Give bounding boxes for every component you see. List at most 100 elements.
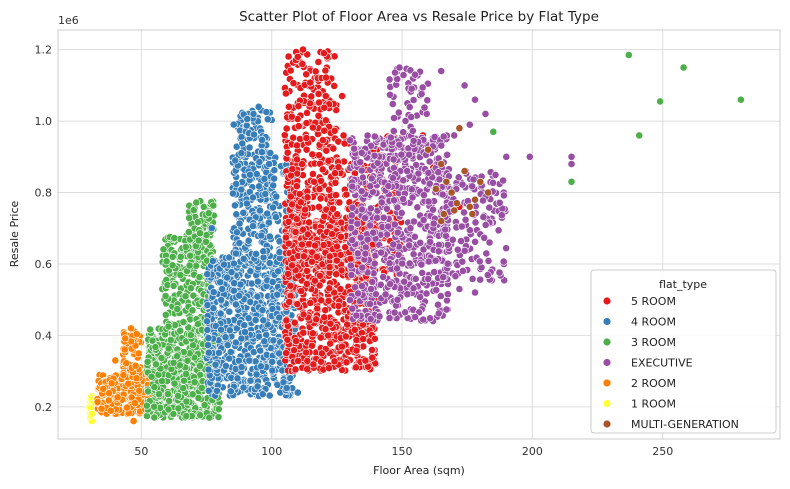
data-point: [258, 135, 266, 144]
data-point: [299, 310, 308, 319]
data-point: [502, 244, 510, 253]
data-point: [348, 236, 357, 244]
data-point: [394, 250, 403, 259]
data-point: [246, 170, 254, 179]
data-point: [269, 336, 278, 345]
data-point: [319, 49, 328, 58]
data-point: [245, 143, 254, 152]
data-point: [209, 201, 218, 210]
data-point: [342, 190, 351, 199]
data-point: [395, 63, 404, 72]
data-point: [188, 390, 197, 399]
data-point: [262, 330, 271, 339]
data-point: [437, 67, 446, 75]
data-point: [237, 133, 246, 141]
data-point: [413, 203, 422, 212]
data-point: [385, 75, 394, 84]
data-point: [352, 346, 361, 355]
legend-title: flat_type: [659, 278, 707, 291]
data-point: [230, 279, 238, 288]
data-point: [230, 201, 239, 210]
data-point: [386, 90, 394, 99]
data-point: [393, 75, 402, 83]
data-point: [294, 102, 303, 111]
data-point: [338, 342, 346, 351]
data-point: [214, 405, 223, 414]
data-point: [124, 379, 133, 388]
data-point: [260, 337, 269, 346]
data-point: [424, 168, 433, 177]
data-point: [315, 185, 324, 193]
data-point: [484, 256, 493, 265]
data-point: [476, 177, 485, 186]
data-point: [303, 193, 312, 202]
data-point: [458, 266, 467, 275]
data-point: [471, 237, 479, 246]
data-point: [458, 180, 467, 189]
data-point: [331, 169, 339, 178]
data-point: [426, 314, 434, 323]
data-point: [155, 390, 163, 399]
data-point: [123, 403, 131, 412]
data-point: [485, 203, 494, 212]
data-point: [265, 232, 274, 241]
data-point: [220, 260, 228, 269]
data-point: [189, 206, 198, 215]
data-point: [207, 224, 216, 233]
data-point: [226, 348, 235, 356]
data-point: [132, 330, 141, 338]
data-point: [302, 119, 311, 127]
data-point: [318, 165, 327, 174]
data-point: [281, 233, 290, 242]
y-axis-offset-label: 1e6: [58, 14, 79, 27]
data-point: [319, 241, 328, 249]
data-point: [283, 148, 292, 157]
data-point: [282, 124, 291, 133]
data-point: [373, 213, 381, 222]
data-point: [265, 160, 273, 168]
data-point: [281, 89, 290, 98]
data-point: [158, 377, 166, 385]
data-point: [499, 257, 508, 266]
data-point: [293, 141, 301, 150]
data-point: [370, 151, 379, 160]
data-point: [286, 66, 295, 75]
data-point: [450, 206, 459, 215]
data-point: [239, 254, 248, 263]
data-point: [159, 245, 168, 254]
data-point: [294, 122, 303, 131]
data-point: [161, 310, 170, 319]
data-point: [379, 272, 388, 281]
data-point: [356, 158, 365, 167]
data-point: [479, 196, 487, 205]
data-point: [244, 236, 253, 245]
data-point: [443, 290, 452, 299]
data-point: [249, 110, 258, 118]
data-point: [348, 304, 357, 313]
data-point: [377, 248, 385, 257]
data-point: [453, 245, 462, 254]
data-point: [321, 116, 330, 125]
data-point: [186, 284, 195, 293]
data-point: [176, 252, 185, 261]
data-point: [275, 313, 284, 322]
data-point: [303, 230, 312, 239]
data-point: [203, 317, 211, 326]
data-point: [284, 269, 292, 278]
data-point: [308, 329, 317, 338]
data-point: [273, 290, 282, 299]
data-point: [179, 318, 188, 326]
data-point: [483, 271, 492, 279]
data-point: [447, 188, 456, 197]
data-point: [301, 205, 309, 214]
data-point: [385, 259, 394, 268]
data-point: [257, 148, 266, 157]
data-point: [471, 95, 479, 104]
data-point: [131, 361, 140, 370]
data-point: [434, 300, 442, 309]
data-point: [132, 374, 141, 383]
data-point: [173, 305, 182, 313]
data-point: [389, 155, 398, 164]
data-point: [450, 131, 459, 140]
